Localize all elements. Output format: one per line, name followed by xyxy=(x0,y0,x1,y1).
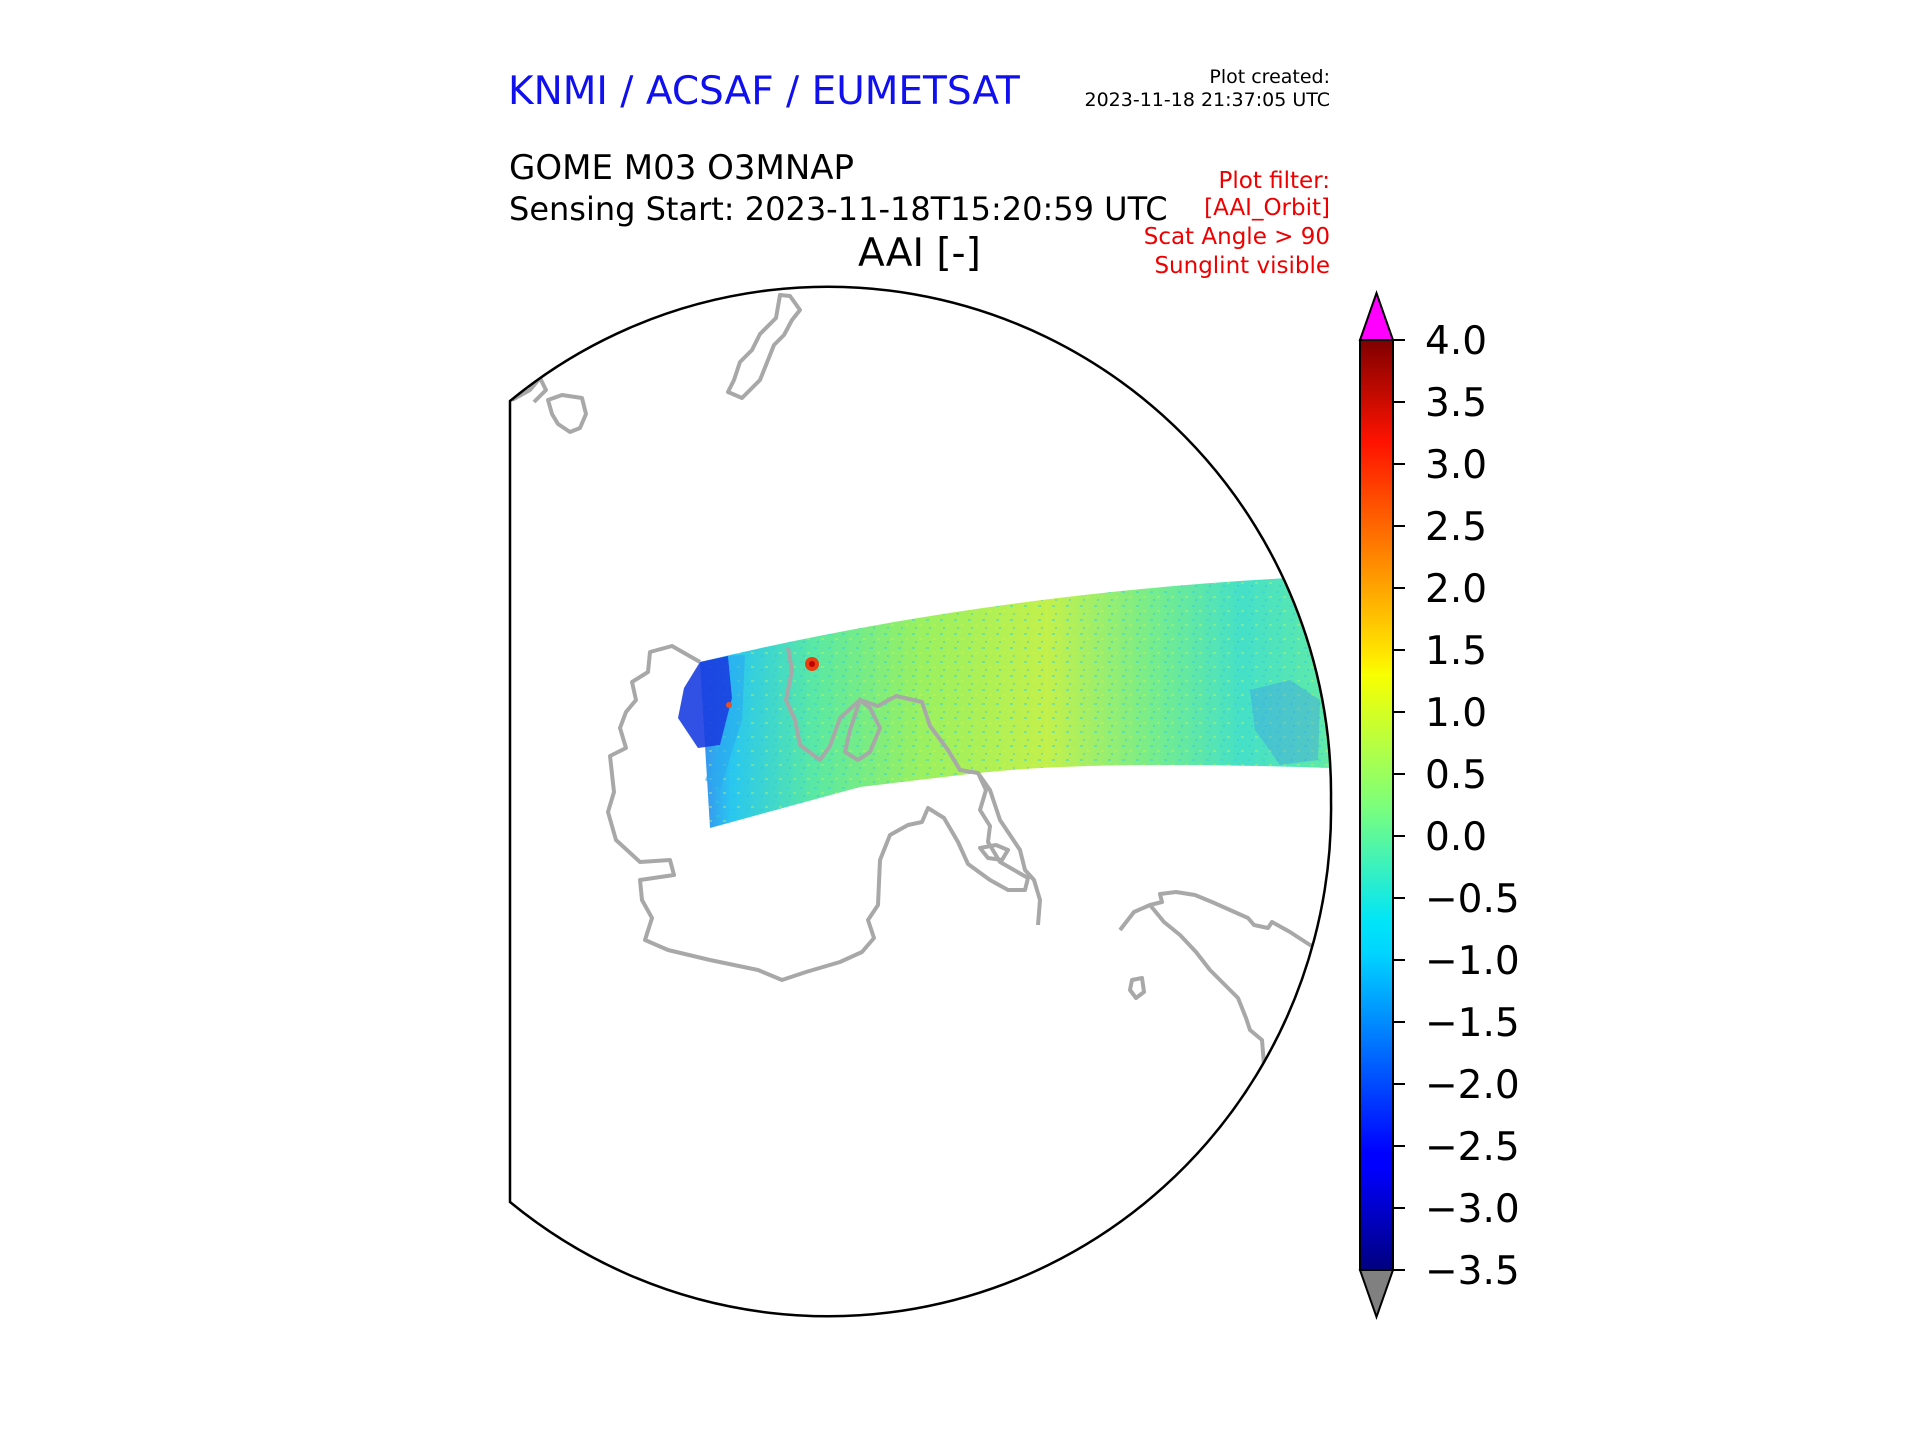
colorbar-under-min-triangle xyxy=(1358,1269,1395,1321)
colorbar-tick-label: −3.5 xyxy=(1425,1249,1520,1294)
colorbar-frame xyxy=(1359,339,1394,1271)
plot-filter-scat-angle: Scat Angle > 90 xyxy=(1143,224,1330,250)
colorbar-gradient xyxy=(1360,340,1393,1270)
colorbar-tick-mark xyxy=(1393,1021,1405,1023)
coastline-south-america xyxy=(726,293,802,400)
plot-filter-sunglint: Sunglint visible xyxy=(1154,253,1330,279)
coastline-antarctica xyxy=(606,644,1030,982)
swath-east-blue-patch xyxy=(1250,680,1320,765)
colorbar-tick-label: 2.5 xyxy=(1425,505,1488,550)
coastlines xyxy=(511,293,1332,1081)
colorbar-tick-label: −0.5 xyxy=(1425,877,1520,922)
plot-filter-aai-orbit: [AAI_Orbit] xyxy=(1204,195,1330,221)
colorbar-tick-mark xyxy=(1393,835,1405,837)
coastline-ice-shelf xyxy=(843,698,882,762)
colorbar-tick-mark xyxy=(1393,1145,1405,1147)
coastline-ross-sea xyxy=(976,771,1042,926)
colorbar-tick-label: −2.0 xyxy=(1425,1063,1520,1108)
colorbar-tick-label: −1.5 xyxy=(1425,1001,1520,1046)
sensing-start: Sensing Start: 2023-11-18T15:20:59 UTC xyxy=(509,190,1168,228)
colorbar-tick-label: 3.5 xyxy=(1425,381,1488,426)
colorbar-tick-label: 0.0 xyxy=(1425,815,1488,860)
swath-low-aai-edge xyxy=(678,656,732,748)
aai-hotspot-core xyxy=(809,661,815,667)
coastline-shelf-inlet xyxy=(978,843,1010,862)
colorbar-tick-mark xyxy=(1393,1083,1405,1085)
swath-cyan-edge xyxy=(705,655,745,790)
variable-title: AAI [-] xyxy=(858,231,981,276)
plot-created-label: Plot created: xyxy=(1209,66,1330,88)
plot-filter-label: Plot filter: xyxy=(1218,168,1330,194)
colorbar-tick-mark xyxy=(1393,1269,1405,1271)
colorbar-tick-label: 4.0 xyxy=(1425,319,1488,364)
colorbar-tick-mark xyxy=(1393,339,1405,341)
colorbar-tick-label: −3.0 xyxy=(1425,1187,1520,1232)
colorbar-over-max-triangle xyxy=(1358,289,1395,341)
colorbar-tick-mark xyxy=(1393,649,1405,651)
colorbar-tick-label: −1.0 xyxy=(1425,939,1520,984)
colorbar-tick-mark xyxy=(1393,773,1405,775)
agency-title: KNMI / ACSAF / EUMETSAT xyxy=(508,69,1020,114)
colorbar-tick-mark xyxy=(1393,711,1405,713)
colorbar-tick-mark xyxy=(1393,463,1405,465)
plot-created-time: 2023-11-18 21:37:05 UTC xyxy=(1084,89,1331,111)
colorbar-tick-mark xyxy=(1393,959,1405,961)
map-boundary xyxy=(508,285,1333,1318)
colorbar-tick-mark xyxy=(1393,401,1405,403)
colorbar-tick-mark xyxy=(1393,897,1405,899)
colorbar xyxy=(1358,289,1395,1321)
colorbar-tick-label: 3.0 xyxy=(1425,443,1488,488)
coastline-australia xyxy=(1118,890,1332,952)
colorbar-tick-mark xyxy=(1393,525,1405,527)
aai-minor-spot xyxy=(726,702,732,708)
coastline-western-bay xyxy=(511,376,548,404)
coastline-australia-south xyxy=(1148,903,1266,1081)
product-title: GOME M03 O3MNAP xyxy=(509,148,855,188)
colorbar-tick-label: 0.5 xyxy=(1425,753,1488,798)
colorbar-tick-mark xyxy=(1393,587,1405,589)
coastline-tierra-del-fuego xyxy=(546,393,588,434)
colorbar-tick-label: 1.0 xyxy=(1425,691,1488,736)
coastline-tasmania xyxy=(1128,976,1146,1000)
colorbar-tick-mark xyxy=(1393,1207,1405,1209)
colorbar-tick-label: 2.0 xyxy=(1425,567,1488,612)
colorbar-tick-label: −2.5 xyxy=(1425,1125,1520,1170)
aai-swath-texture xyxy=(700,576,1331,828)
aai-swath-group xyxy=(678,576,1331,828)
colorbar-tick-label: 1.5 xyxy=(1425,629,1488,674)
